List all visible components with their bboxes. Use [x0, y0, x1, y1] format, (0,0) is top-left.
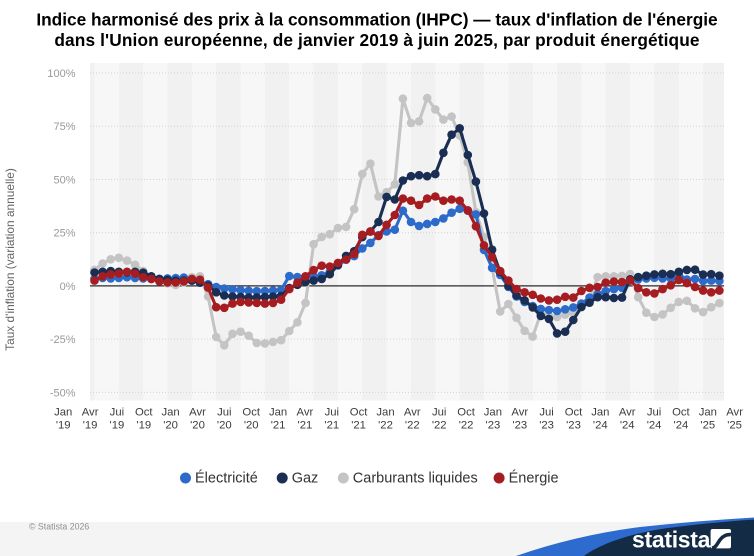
svg-text:'24: '24: [647, 419, 662, 431]
svg-text:'22: '22: [459, 419, 474, 431]
svg-text:Avr: Avr: [82, 407, 99, 419]
svg-text:Jan: Jan: [484, 407, 502, 419]
svg-text:Avr: Avr: [726, 407, 743, 419]
svg-text:'22: '22: [432, 419, 447, 431]
svg-text:'24: '24: [620, 419, 635, 431]
svg-text:Indice harmonisé des prix à la: Indice harmonisé des prix à la consommat…: [36, 10, 718, 30]
svg-text:Avr: Avr: [404, 407, 421, 419]
svg-text:dans l'Union européenne, de ja: dans l'Union européenne, de janvier 2019…: [54, 30, 700, 50]
svg-text:'21: '21: [298, 419, 313, 431]
svg-text:'20: '20: [190, 419, 205, 431]
svg-text:Oct: Oct: [350, 407, 368, 419]
svg-text:Jui: Jui: [647, 407, 661, 419]
svg-text:'23: '23: [512, 419, 527, 431]
svg-text:Gaz: Gaz: [292, 471, 319, 487]
svg-text:Jui: Jui: [217, 407, 231, 419]
svg-text:Électricité: Électricité: [195, 470, 258, 487]
svg-text:Taux d'inflation (variation an: Taux d'inflation (variation annuelle): [3, 168, 17, 351]
svg-text:'24: '24: [674, 419, 689, 431]
svg-text:Oct: Oct: [135, 407, 153, 419]
svg-text:Avr: Avr: [619, 407, 636, 419]
svg-text:Carburants liquides: Carburants liquides: [353, 471, 478, 487]
svg-text:Jui: Jui: [325, 407, 339, 419]
svg-text:Jui: Jui: [110, 407, 124, 419]
svg-text:75%: 75%: [53, 121, 75, 133]
svg-text:25%: 25%: [53, 228, 75, 240]
svg-text:'21: '21: [271, 419, 286, 431]
svg-text:Jan: Jan: [699, 407, 717, 419]
svg-text:'21: '21: [324, 419, 339, 431]
svg-text:'23: '23: [539, 419, 554, 431]
svg-text:Jan: Jan: [54, 407, 72, 419]
svg-text:© Statista 2026: © Statista 2026: [29, 522, 89, 532]
svg-text:'20: '20: [244, 419, 259, 431]
svg-text:-50%: -50%: [50, 387, 76, 399]
svg-text:Oct: Oct: [457, 407, 475, 419]
svg-text:50%: 50%: [53, 174, 75, 186]
svg-text:'20: '20: [217, 419, 232, 431]
svg-text:Jan: Jan: [591, 407, 609, 419]
svg-text:statista: statista: [632, 527, 711, 553]
svg-text:Oct: Oct: [565, 407, 583, 419]
svg-text:'19: '19: [110, 419, 125, 431]
svg-text:'23: '23: [486, 419, 501, 431]
svg-text:Oct: Oct: [672, 407, 690, 419]
svg-text:Jan: Jan: [376, 407, 394, 419]
svg-text:'22: '22: [405, 419, 420, 431]
svg-text:100%: 100%: [47, 68, 75, 80]
svg-text:'19: '19: [136, 419, 151, 431]
svg-text:'20: '20: [163, 419, 178, 431]
svg-text:'23: '23: [566, 419, 581, 431]
svg-text:Jan: Jan: [161, 407, 179, 419]
svg-text:Avr: Avr: [297, 407, 314, 419]
svg-text:0%: 0%: [60, 281, 76, 293]
svg-text:Jan: Jan: [269, 407, 287, 419]
svg-text:Jui: Jui: [432, 407, 446, 419]
svg-text:'25: '25: [727, 419, 742, 431]
svg-text:Énergie: Énergie: [509, 470, 559, 487]
svg-text:'25: '25: [700, 419, 715, 431]
svg-text:Avr: Avr: [511, 407, 528, 419]
svg-text:Jui: Jui: [539, 407, 553, 419]
svg-text:'19: '19: [56, 419, 71, 431]
svg-text:'19: '19: [83, 419, 98, 431]
svg-text:Avr: Avr: [189, 407, 206, 419]
svg-text:'22: '22: [378, 419, 393, 431]
svg-text:-25%: -25%: [50, 334, 76, 346]
svg-text:Oct: Oct: [242, 407, 260, 419]
svg-text:'24: '24: [593, 419, 608, 431]
svg-text:'21: '21: [351, 419, 366, 431]
